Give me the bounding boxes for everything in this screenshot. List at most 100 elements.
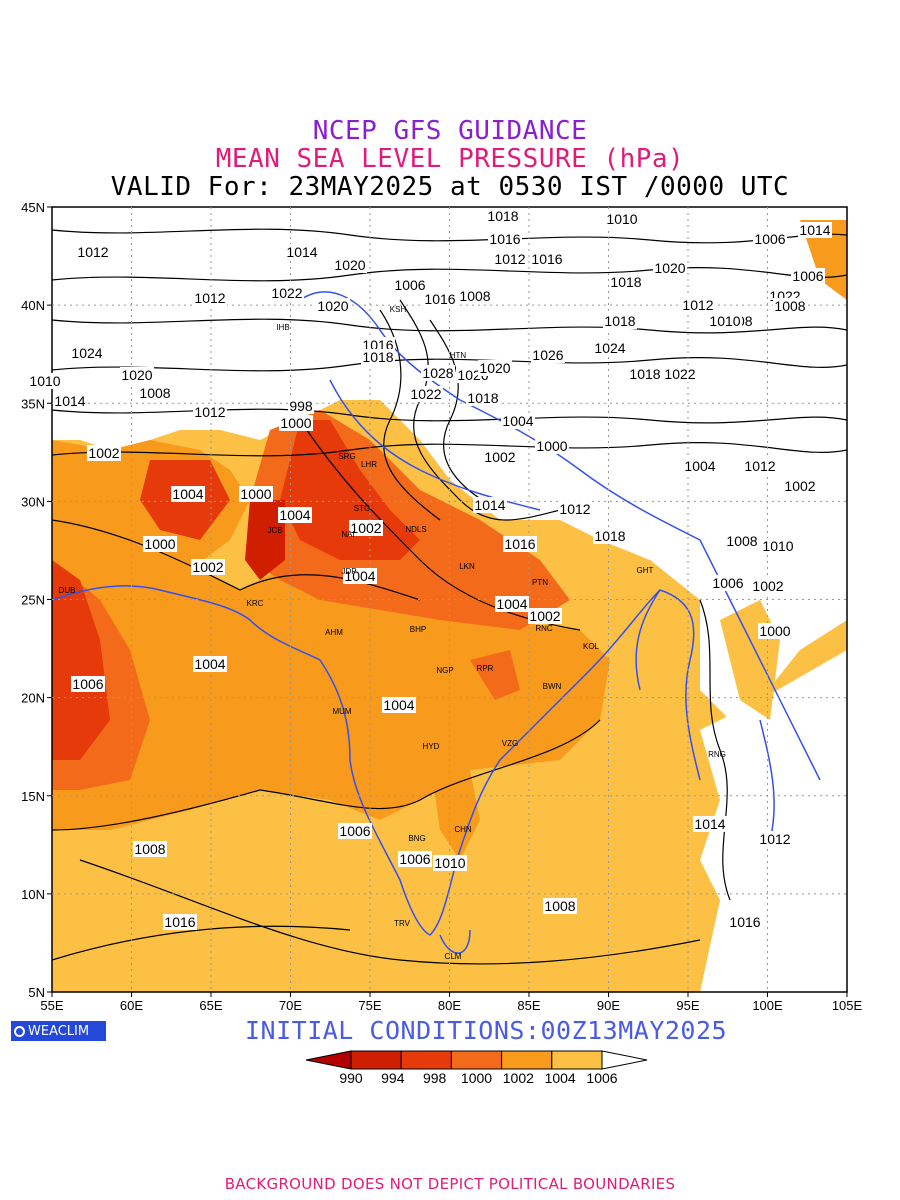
contour-label: 1002: [751, 578, 785, 594]
svg-text:1002: 1002: [88, 445, 119, 461]
svg-text:1002: 1002: [529, 608, 560, 624]
contour-label: 1028: [421, 365, 455, 381]
svg-text:1022: 1022: [664, 366, 695, 382]
legend-swatch-min: [305, 1050, 352, 1070]
city-label: NAI: [341, 530, 354, 539]
svg-text:1022: 1022: [271, 285, 302, 301]
contour-label: 1010: [433, 855, 467, 871]
legend-label: 1002: [503, 1070, 534, 1086]
svg-text:1016: 1016: [504, 536, 535, 552]
svg-text:1006: 1006: [399, 851, 430, 867]
svg-text:1004: 1004: [344, 568, 375, 584]
lon-label: 105E: [832, 998, 863, 1013]
contour-label: 1000: [239, 486, 273, 502]
svg-text:1008: 1008: [459, 288, 490, 304]
lon-label: 80E: [438, 998, 461, 1013]
svg-text:1014: 1014: [474, 497, 505, 513]
footer-note: BACKGROUND DOES NOT DEPICT POLITICAL BOU…: [224, 1175, 676, 1193]
lat-label: 40N: [21, 298, 45, 313]
contour-label: 1006: [71, 676, 105, 692]
contour-label: 1012: [681, 297, 715, 313]
lat-label: 30N: [21, 494, 45, 509]
contour-label: 1002: [191, 559, 225, 575]
band-994-998: [245, 500, 285, 580]
contour-label: 1004: [278, 507, 312, 523]
city-label: STG: [354, 504, 370, 513]
svg-text:1012: 1012: [744, 458, 775, 474]
logo-ring-icon: [14, 1025, 25, 1037]
contour-label: 1008: [458, 288, 492, 304]
latitude-labels: 45N 40N 35N 30N 25N 20N 15N 10N 5N: [21, 200, 45, 1000]
city-label: KRC: [247, 599, 264, 608]
legend-label: 1000: [461, 1070, 492, 1086]
city-label: RNG: [708, 750, 726, 759]
svg-text:1012: 1012: [759, 831, 790, 847]
city-label: IHB: [276, 323, 289, 332]
contour-label: 1014: [693, 816, 727, 832]
svg-text:1002: 1002: [192, 559, 223, 575]
svg-text:1020: 1020: [654, 260, 685, 276]
city-label: SRG: [338, 452, 355, 461]
city-label: NDLS: [405, 525, 426, 534]
svg-text:1012: 1012: [77, 244, 108, 260]
contour-labels: 1018 1016 1012 1014 1012 1020 1016 1010 1018 1006…: [28, 208, 832, 930]
city-label: NGP: [436, 666, 453, 675]
legend-label: 1006: [586, 1070, 617, 1086]
contour-label: 1000: [535, 438, 569, 454]
svg-text:1014: 1014: [694, 816, 725, 832]
svg-text:1004: 1004: [502, 413, 533, 429]
city-label: JDP: [341, 567, 356, 576]
svg-text:1016: 1016: [164, 914, 195, 930]
svg-text:1018: 1018: [362, 349, 393, 365]
contour-label: 1016: [530, 251, 564, 267]
contour-label: 1010: [28, 373, 62, 389]
svg-text:1002: 1002: [784, 478, 815, 494]
svg-text:1020: 1020: [317, 298, 348, 314]
svg-text:1000: 1000: [759, 623, 790, 639]
svg-text:1010: 1010: [709, 313, 740, 329]
contour-label: 1006: [791, 268, 825, 284]
contour-label: 1014: [473, 497, 507, 513]
svg-text:1020: 1020: [479, 360, 510, 376]
isobars: [52, 228, 847, 965]
contour-label: 1004: [171, 486, 205, 502]
contour-label: 1016: [488, 231, 522, 247]
lat-label: 45N: [21, 200, 45, 215]
svg-text:1008: 1008: [134, 841, 165, 857]
lat-label: 10N: [21, 887, 45, 902]
svg-text:1020: 1020: [121, 367, 152, 383]
contour-label: 1020: [478, 360, 512, 376]
band-1004-nne: [800, 220, 847, 300]
city-label: HYD: [423, 742, 440, 751]
city-label: KSH: [390, 305, 407, 314]
svg-text:1012: 1012: [559, 501, 590, 517]
contour-label: 1006: [393, 277, 427, 293]
svg-text:1010: 1010: [434, 855, 465, 871]
contour-label: 1002: [349, 520, 383, 536]
region-above-1006: [52, 207, 847, 720]
svg-text:1022: 1022: [410, 386, 441, 402]
svg-text:1006: 1006: [712, 575, 743, 591]
svg-text:1010: 1010: [606, 211, 637, 227]
legend-swatch: [450, 1050, 503, 1070]
contour-label: 1008: [543, 898, 577, 914]
contour-label: 1012: [558, 501, 592, 517]
contour-label: 1004: [193, 656, 227, 672]
legend-labels: 990 994 998 1000 1002 1004 1006: [339, 1070, 617, 1086]
contour-label: 1004: [343, 568, 377, 584]
lon-label: 90E: [597, 998, 620, 1013]
svg-text:1024: 1024: [594, 340, 625, 356]
svg-text:1024: 1024: [71, 345, 102, 361]
contour-label: 1022: [409, 386, 443, 402]
lon-label: 75E: [358, 998, 381, 1013]
city-label: GHT: [637, 566, 654, 575]
svg-text:1020: 1020: [334, 257, 365, 273]
contour-label: 1022: [270, 285, 304, 301]
contour-label: 1012: [193, 290, 227, 306]
contour-label: 998: [288, 398, 314, 414]
svg-text:1012: 1012: [194, 290, 225, 306]
legend-swatch: [551, 1050, 603, 1070]
contour-label: 1012: [743, 458, 777, 474]
city-label: LKN: [459, 562, 475, 571]
contour-label: 1018: [593, 528, 627, 544]
